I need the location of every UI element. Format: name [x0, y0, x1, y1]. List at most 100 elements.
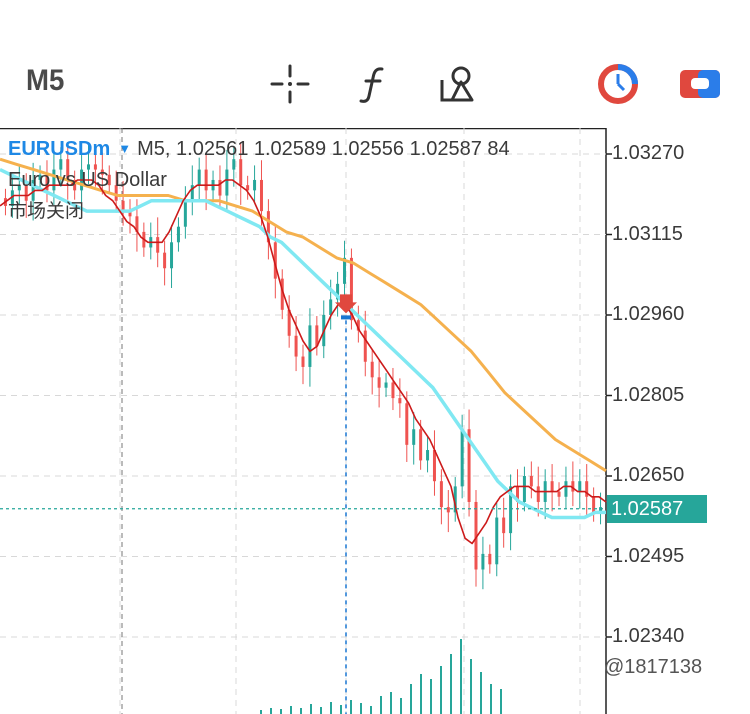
candle-body: [225, 169, 229, 196]
candle-body: [107, 174, 111, 186]
candle-body: [391, 382, 395, 399]
y-tick-label: 1.02495: [612, 544, 685, 567]
price-chart[interactable]: [0, 128, 750, 714]
candle-body: [453, 486, 457, 513]
candle-body: [100, 169, 104, 175]
volume-bar: [290, 706, 292, 714]
volume-bar: [280, 709, 282, 714]
candle-body: [481, 553, 485, 570]
candle-body: [522, 476, 526, 502]
objects-icon[interactable]: [436, 62, 480, 106]
candle-body: [52, 169, 56, 191]
function-icon[interactable]: [352, 62, 396, 106]
candle-body: [301, 356, 305, 367]
y-tick-label: 1.02960: [612, 303, 685, 325]
candle-body: [426, 450, 430, 461]
volume-bar: [480, 672, 482, 714]
candle-body: [176, 226, 180, 243]
candle-body: [10, 190, 14, 206]
candle-body: [266, 211, 270, 243]
candle-body: [419, 429, 423, 461]
volume-bar: [420, 674, 422, 714]
candle-body: [170, 242, 174, 269]
candle-body: [412, 429, 416, 445]
candle-body: [439, 481, 443, 508]
candle-body: [73, 179, 77, 191]
candle-body: [45, 174, 49, 191]
candle-body: [578, 481, 582, 492]
candle-body: [86, 164, 90, 170]
candle-body: [516, 486, 520, 502]
candle-body: [31, 179, 35, 201]
candle-body: [114, 185, 118, 201]
candle-body: [446, 507, 450, 513]
toolbar: M5: [0, 0, 750, 128]
volume-bar: [460, 639, 462, 714]
candle-body: [432, 450, 436, 482]
candle-body: [571, 481, 575, 492]
crosshair-icon[interactable]: [268, 62, 312, 106]
candle-body: [259, 179, 263, 212]
volume-bar: [440, 666, 442, 714]
volume-bar: [350, 700, 352, 714]
candle-body: [38, 174, 42, 180]
volume-bar: [340, 705, 342, 714]
candle-body: [370, 361, 374, 378]
ma-mid-line: [0, 168, 606, 520]
candle-body: [135, 216, 139, 232]
y-tick-label: 1.02650: [612, 464, 685, 486]
watermark: @1817138: [604, 656, 703, 678]
candle-body: [467, 429, 471, 502]
ma-fast-line: [0, 179, 607, 545]
trade-icon[interactable]: [596, 62, 640, 106]
timeframe-button[interactable]: M5: [26, 64, 65, 97]
chevron-down-icon[interactable]: ▼: [118, 141, 132, 156]
candle-body: [287, 309, 291, 336]
sell-marker-base: [341, 315, 351, 320]
candle-body: [329, 299, 333, 315]
y-tick-label: 1.03115: [612, 222, 683, 245]
candle-body: [349, 257, 353, 321]
symbol-name[interactable]: EURUSDm: [8, 138, 111, 160]
volume-bar: [490, 684, 492, 714]
candle-body: [550, 481, 554, 492]
volume-bar: [320, 707, 322, 714]
candle-body: [24, 185, 28, 201]
candle-body: [502, 517, 506, 534]
candle-body: [218, 179, 222, 196]
ma-slow-line: [0, 157, 607, 473]
candle-body: [280, 278, 284, 310]
volume-bar: [450, 654, 452, 714]
volume-bar: [380, 696, 382, 714]
market-status: 市场关闭: [8, 200, 85, 222]
volume-bar: [260, 710, 262, 714]
y-tick-label: 1.02805: [612, 383, 685, 406]
symbol-header: EURUSDm ▼ M5, 1.02561 1.02589 1.02556 1.02…: [8, 138, 606, 161]
account-icon[interactable]: [678, 62, 722, 106]
candle-body: [564, 481, 568, 497]
candle-body: [17, 185, 21, 191]
candle-body: [592, 496, 596, 513]
candle-body: [294, 335, 298, 357]
volume-bar: [270, 708, 272, 714]
y-tick-label: 1.03270: [612, 142, 685, 164]
candle-body: [536, 486, 540, 502]
candle-body: [336, 283, 340, 300]
candle-body: [273, 242, 277, 279]
candle-body: [398, 398, 402, 404]
symbol-description: Euro vs US Dollar: [8, 169, 167, 191]
candle-body: [190, 185, 194, 201]
candle-body: [343, 257, 347, 284]
volume-bar: [390, 692, 392, 714]
candle-body: [529, 476, 533, 487]
candle-body: [488, 553, 492, 565]
current-price-label: 1.02587: [607, 494, 707, 523]
volume-bar: [310, 704, 312, 714]
chart-area[interactable]: EURUSDm ▼ M5, 1.02561 1.02589 1.02556 1.02…: [0, 128, 750, 714]
candle-body: [232, 159, 236, 170]
candle-body: [163, 252, 167, 269]
candle-body: [460, 429, 464, 487]
candle-body: [239, 159, 243, 186]
candle-body: [377, 377, 381, 388]
candle-body: [599, 507, 603, 513]
